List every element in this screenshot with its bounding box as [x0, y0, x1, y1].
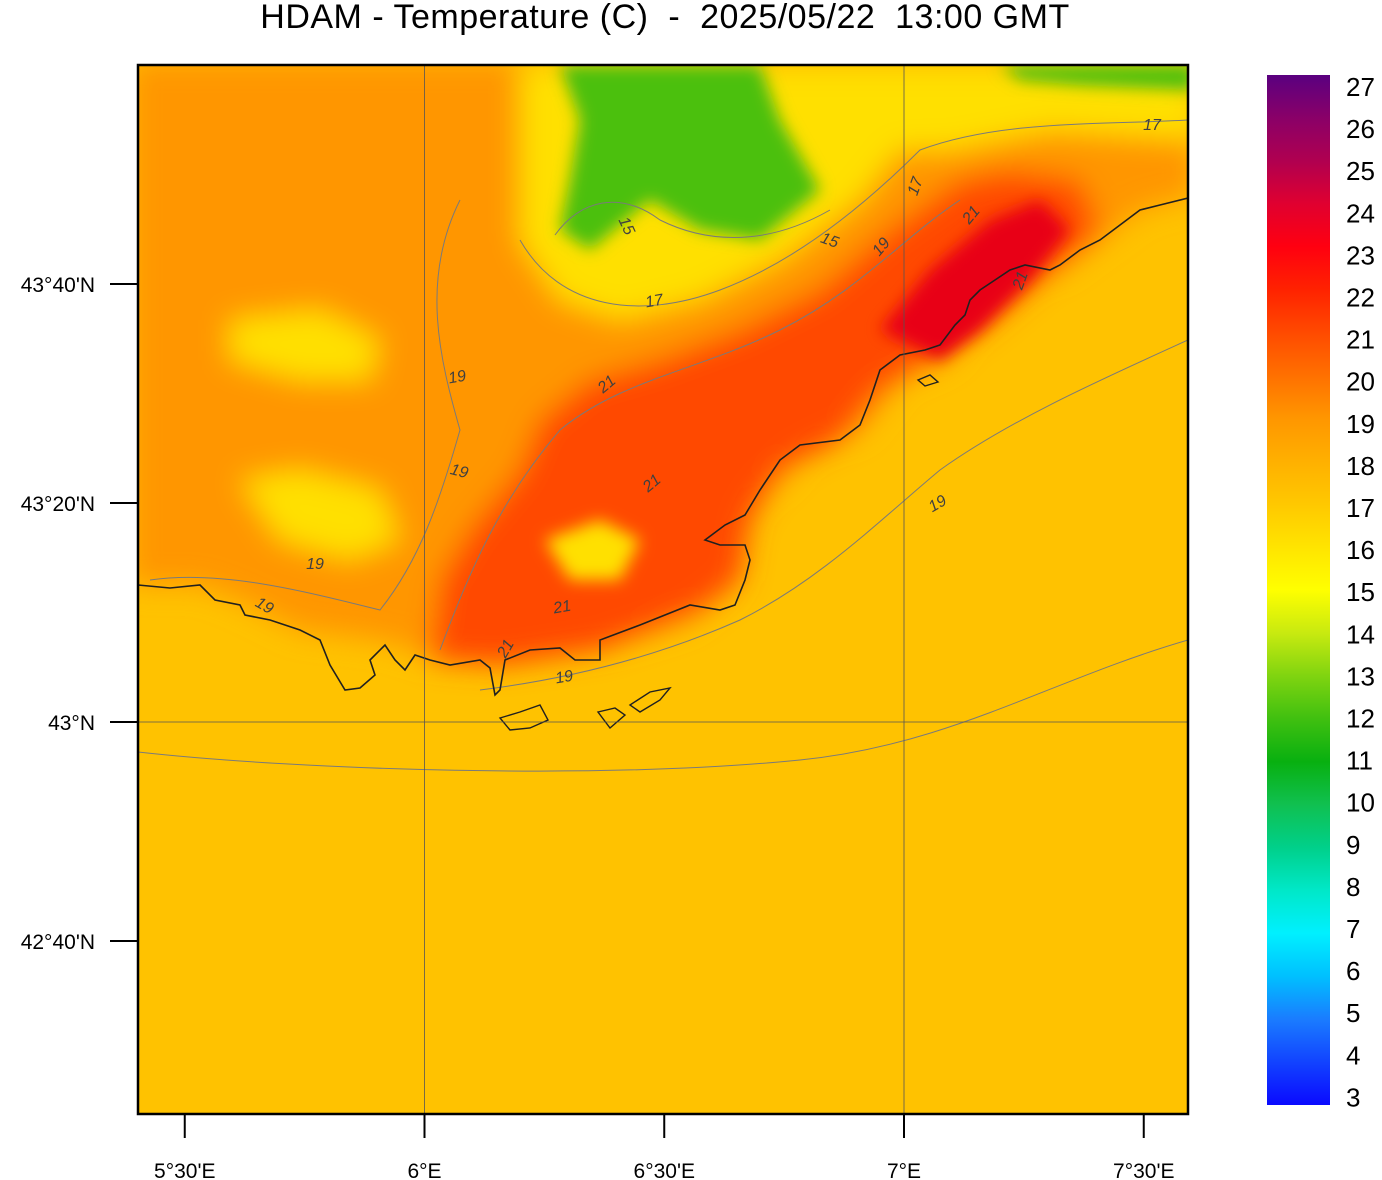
colorbar-label: 26 [1346, 114, 1375, 144]
cool-pocket-inland [545, 520, 640, 580]
colorbar-label: 19 [1346, 409, 1375, 439]
colorbar-label: 23 [1346, 240, 1375, 270]
contour-label: 17 [905, 174, 927, 198]
contour-label: 19 [252, 594, 276, 618]
colorbar-label: 7 [1346, 914, 1360, 944]
contour-label: 19 [448, 461, 470, 482]
colorbar-label: 12 [1346, 704, 1375, 734]
y-axis: 43°40'N 43°20'N 43°N 42°40'N [21, 274, 138, 954]
colorbar [1267, 75, 1330, 1105]
contour-label: 15 [615, 214, 638, 237]
island-lerins [916, 374, 940, 387]
island-port-cros [596, 707, 627, 730]
contour-label: 19 [447, 368, 468, 388]
contour-19-west [149, 199, 461, 611]
contour-label: 21 [551, 598, 572, 618]
contour-label: 15 [818, 230, 841, 252]
y-tick-label: 43°20'N [21, 493, 95, 516]
colorbar-label: 27 [1346, 72, 1375, 102]
hot-red-core [880, 200, 1070, 360]
x-tick-label: 7°E [887, 1160, 921, 1180]
y-tick-label: 43°N [48, 712, 95, 735]
colorbar-label: 16 [1346, 535, 1375, 565]
colorbar-label: 24 [1346, 198, 1375, 228]
colorbar-label: 15 [1346, 577, 1375, 607]
contour-21-band [439, 199, 961, 651]
x-tick-label: 6°30'E [634, 1160, 695, 1180]
chart-title: HDAM - Temperature (C) - 2025/05/22 13:0… [260, 0, 1070, 36]
y-tick-label: 43°40'N [21, 274, 95, 297]
y-tick-label: 42°40'N [21, 931, 95, 954]
isotherm-contours [138, 119, 1188, 772]
contour-label: 17 [644, 291, 666, 311]
island-porquerolles [498, 704, 549, 731]
colorbar-label: 21 [1346, 325, 1375, 355]
contour-15-north [554, 201, 831, 238]
contour-label: 21 [1009, 269, 1031, 292]
islands [498, 374, 940, 731]
colorbar-label: 22 [1346, 283, 1375, 313]
colorbar-label: 8 [1346, 872, 1360, 902]
colorbar-label: 25 [1346, 156, 1375, 186]
contour-17-north [519, 119, 1188, 307]
colorbar-label: 14 [1346, 619, 1375, 649]
map-frame [136, 63, 1190, 1116]
colorbar-label: 4 [1346, 1040, 1360, 1070]
contour-label: 19 [926, 492, 950, 516]
colorbar-label: 18 [1346, 451, 1375, 481]
x-tick-label: 6°E [407, 1160, 441, 1180]
colorbar-label: 20 [1346, 367, 1375, 397]
x-tick-label: 5°30'E [154, 1160, 215, 1180]
x-axis: 5°30'E 6°E 6°30'E 7°E 7°30'E [154, 1114, 1174, 1180]
colorbar-label: 6 [1346, 956, 1360, 986]
graticule [138, 65, 1188, 1114]
colorbar-labels: 27 26 25 24 23 22 21 20 19 18 17 16 15 14 13 12 11 10 9 8 7 6… [1346, 72, 1375, 1112]
island-levant [628, 686, 672, 713]
cool-yellow-zone-west-2 [230, 310, 380, 380]
coastline [138, 197, 1188, 697]
contour-19-coast [479, 339, 1188, 691]
cool-yellow-zone-west [240, 470, 400, 560]
contour-label: 19 [306, 556, 324, 573]
x-tick-label: 7°30'E [1113, 1160, 1174, 1180]
colorbar-label: 13 [1346, 661, 1375, 691]
contour-19-sea [138, 639, 1188, 772]
contour-label: 19 [554, 668, 575, 688]
colorbar-label: 9 [1346, 830, 1360, 860]
contour-label: 17 [1143, 117, 1162, 134]
cold-green-zone-northeast [1000, 65, 1188, 90]
colorbar-label: 3 [1346, 1082, 1360, 1112]
colorbar-label: 10 [1346, 788, 1375, 818]
colorbar-label: 17 [1346, 493, 1375, 523]
colorbar-label: 11 [1346, 746, 1373, 776]
colorbar-label: 5 [1346, 998, 1360, 1028]
